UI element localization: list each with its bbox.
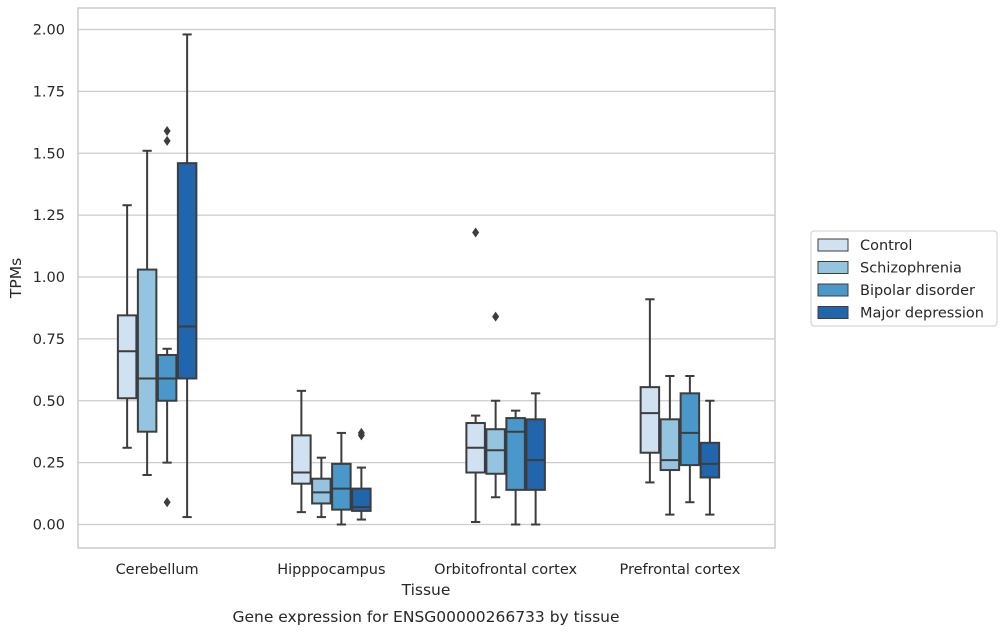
series-schizophrenia	[136, 149, 681, 519]
outlier-point	[163, 497, 171, 508]
box-element	[505, 409, 526, 526]
legend-swatch	[817, 306, 849, 319]
y-tick-label: 0.00	[33, 518, 65, 534]
box-iqr	[116, 314, 138, 400]
box-element	[136, 149, 158, 476]
box-iqr	[311, 477, 332, 505]
box-iqr	[659, 418, 681, 472]
outlier-point	[492, 311, 500, 322]
x-tick-label: Hipppocampus	[277, 562, 385, 578]
box-iqr	[639, 386, 661, 454]
y-tick-label: 0.75	[33, 332, 65, 348]
y-tick-label: 0.25	[33, 456, 65, 472]
box-iqr	[291, 434, 312, 485]
box-element	[485, 311, 506, 499]
box-iqr	[136, 268, 158, 433]
box-element	[679, 375, 701, 504]
box-element	[331, 431, 352, 526]
box-iqr	[176, 162, 198, 380]
series-bipolar-disorder	[156, 125, 701, 526]
y-tick-label: 2.00	[33, 23, 65, 39]
series-control	[116, 204, 661, 524]
box-element	[639, 298, 661, 484]
series-major-depression	[176, 33, 721, 526]
y-tick-label: 1.25	[33, 208, 65, 224]
legend-swatch	[817, 238, 849, 252]
box-iqr	[331, 462, 352, 511]
box-element	[465, 227, 486, 524]
box-element	[311, 456, 332, 519]
y-tick-label: 1.75	[33, 84, 65, 100]
box-element	[156, 125, 178, 508]
box-iqr	[525, 418, 546, 491]
box-element	[699, 399, 721, 516]
outlier-point	[163, 135, 171, 146]
box-iqr	[351, 487, 372, 512]
box-element	[176, 33, 198, 519]
box-iqr	[699, 441, 721, 479]
legend-label: Control	[860, 238, 912, 254]
box-element	[291, 389, 312, 514]
legend-swatch	[817, 261, 849, 274]
plot-area-frame	[77, 7, 776, 549]
x-tick-label: Orbitofrontal cortex	[434, 562, 577, 578]
y-axis-title: TPMs	[7, 258, 25, 299]
box-element	[659, 375, 681, 516]
x-axis-ticks: Cerebellum Hipppocampus Orbitofrontal cort…	[116, 562, 741, 578]
outlier-point	[357, 427, 365, 438]
box-element	[351, 427, 372, 521]
y-axis-ticks: 0.00 0.25 0.50 0.75 1.00 1.25 1.50 1.75 2.00	[33, 23, 65, 534]
outlier-point	[163, 125, 171, 136]
box-element	[525, 392, 546, 526]
legend: Control Schizophrenia Bipolar disorder Majo…	[810, 230, 998, 327]
box-iqr	[679, 392, 701, 467]
legend-frame	[810, 230, 998, 327]
box-element	[116, 204, 138, 449]
box-iqr	[485, 428, 506, 475]
box-iqr	[505, 417, 526, 491]
outlier-point	[472, 227, 480, 238]
x-tick-label: Prefrontal cortex	[619, 562, 740, 578]
chart-caption: Gene expression for ENSG00000266733 by t…	[232, 608, 619, 626]
x-tick-label: Cerebellum	[116, 562, 199, 578]
y-tick-label: 1.00	[33, 270, 65, 286]
box-series	[116, 33, 721, 526]
legend-label: Major depression	[860, 306, 984, 322]
legend-label: Bipolar disorder	[860, 283, 975, 299]
legend-label: Schizophrenia	[860, 261, 962, 277]
x-axis-title: Tissue	[401, 581, 451, 599]
y-tick-label: 1.50	[33, 146, 65, 162]
y-tick-label: 0.50	[33, 394, 65, 410]
legend-swatch	[817, 283, 849, 297]
